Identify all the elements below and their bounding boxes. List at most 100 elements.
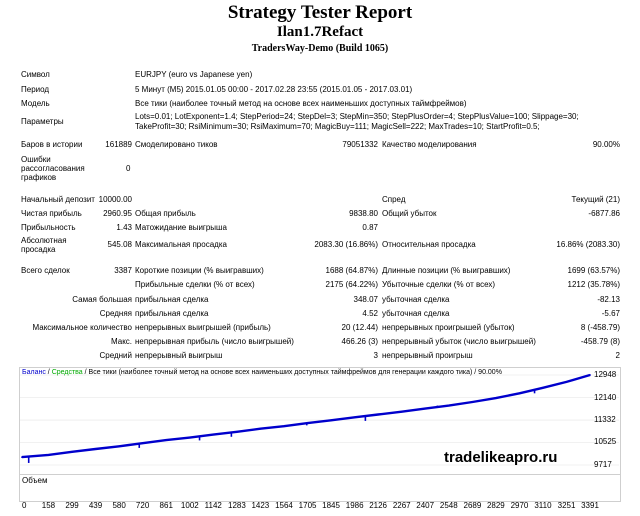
ticks-value: 79051332 [342,140,378,149]
balance-point [283,425,285,428]
abs-drawdown-label-1: Абсолютная [21,236,67,245]
avg2-label: Средний [99,351,132,360]
x-tick-label: 1986 [345,501,364,510]
y-tick-label: 10525 [594,437,617,447]
av-loss-value: 2 [615,351,620,360]
balance-point [494,397,497,399]
mx-win-value: 466.26 (3) [341,337,378,346]
series-line-balance [21,373,591,459]
average-label: Средняя [99,309,132,318]
max-count-label: Максимальное количество [32,323,132,332]
balance-point [118,445,121,448]
period-label: Период [21,85,50,94]
x-tick-label: 580 [112,501,126,510]
ticks-label: Смоделировано тиков [135,140,218,149]
chart-legend: Баланс / Средства / Все тики (наиболее т… [22,369,502,376]
balance-point [353,416,356,419]
expected-payoff-value: 0.87 [362,223,378,232]
symbol-value: EURJPY (euro vs Japanese yen) [135,70,253,79]
x-tick-label: 3391 [581,501,599,510]
mx-loss-label: непрерывный убыток (число выигрышей) [382,337,536,346]
quality-value: 90.00% [592,140,620,149]
x-tick-label: 2689 [463,501,482,510]
mc-loss-label: непрерывных проигрышей (убыток) [382,323,515,332]
mx-loss-value: -458.79 (8) [580,337,620,346]
avg-loss-label: убыточная сделка [382,309,450,318]
balance-point [424,407,427,410]
balance-point [141,442,144,445]
deposit-value: 10000.00 [98,195,132,204]
balance-point [188,436,191,439]
x-tick-label: 1423 [251,501,270,510]
profit-factor-label: Прибыльность [21,223,76,232]
x-tick-label: 0 [22,501,27,510]
abs-drawdown-label-2: просадка [21,245,56,254]
balance-point [471,401,474,403]
x-tick-label: 299 [65,501,79,510]
x-tick-label: 158 [41,501,56,510]
rel-drawdown-value: 16.86% (2083.30) [556,240,620,249]
x-tick-label: 2829 [486,501,505,510]
params-value-2: TakeProfit=30; RsiMinimum=30; RsiMaximum… [135,122,540,131]
y-tick-label: 9717 [594,460,612,469]
legend-rest: / Все тики (наиболее точный метод на осн… [84,369,502,376]
largest-loss-label: убыточная сделка [382,295,450,304]
abs-drawdown-value: 545.08 [107,240,132,249]
gross-profit-value: 9838.80 [349,209,378,218]
server-name: TradersWay-Demo (Build 1065) [251,43,389,54]
report-title: Strategy Tester Report [227,2,413,23]
max-label: Макс. [110,337,132,346]
deposit-label: Начальный депозит [21,195,95,204]
loss-trades-value: 1212 (35.78%) [567,280,620,289]
largest-label: Самая большая [72,295,132,304]
avg-loss-value: -5.67 [601,309,620,318]
x-tick-label: 3251 [557,501,576,510]
legend-separator: / [47,369,52,376]
balance-point [518,392,521,395]
gross-profit-label: Общая прибыль [135,209,196,218]
errors-label-2: рассогласования [21,164,85,173]
y-tick-label: 12948 [594,370,617,379]
mc-win-value: 20 (12.44) [341,323,378,332]
balance-point [21,456,23,459]
x-tick-label: 1705 [298,501,317,510]
legend-equity: Средства [51,369,83,376]
balance-point [94,448,97,450]
profit-trades-label: Прибыльные сделки (% от всех) [135,280,255,289]
balance-point [165,439,168,442]
volume-chart-frame [19,474,621,502]
x-tick-label: 3110 [534,501,552,510]
x-tick-label: 1845 [322,501,340,510]
av-win-label: непрерывный выигрыш [135,351,223,360]
net-profit-label: Чистая прибыль [21,209,82,218]
params-label: Параметры [21,117,64,126]
errors-label-3: графиков [21,173,57,182]
expert-name: Ilan1.7Refact [276,24,364,40]
net-profit-value: 2960.95 [103,209,132,218]
balance-point [259,427,262,430]
balance-point [377,413,380,416]
x-tick-label: 2126 [369,501,388,510]
balance-point [330,419,332,422]
bars-value: 161889 [105,140,132,149]
balance-point [565,381,568,383]
profit-factor-value: 1.43 [116,223,132,232]
x-tick-label: 1002 [180,501,199,510]
errors-label-1: Ошибки [21,155,51,164]
max-drawdown-label: Максимальная просадка [135,240,227,249]
av-win-value: 3 [373,351,378,360]
short-positions-label: Короткие позиции (% выигравших) [135,266,264,275]
spread-label: Спред [382,195,406,204]
short-positions-value: 1688 (64.87%) [325,266,378,275]
x-tick-label: 2407 [416,501,435,510]
balance-point [47,453,50,456]
mx-win-label: непрерывная прибыль (число выигрышей) [135,337,294,346]
watermark: tradelikeapro.ru [444,449,558,466]
x-tick-label: 1564 [275,501,293,510]
profit-trades-value: 2175 (64.22%) [325,280,378,289]
largest-loss-value: -82.13 [597,295,620,304]
x-tick-label: 439 [88,501,103,510]
max-drawdown-value: 2083.30 (16.86%) [314,240,378,249]
rel-drawdown-label: Относительная просадка [382,240,476,249]
